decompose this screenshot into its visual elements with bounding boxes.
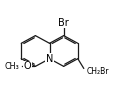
Text: N: N	[45, 54, 53, 64]
Text: CH₂Br: CH₂Br	[86, 67, 108, 75]
Text: N: N	[45, 54, 53, 64]
Text: CH₃: CH₃	[4, 62, 19, 71]
Text: O: O	[24, 61, 31, 71]
Text: Br: Br	[58, 18, 68, 28]
